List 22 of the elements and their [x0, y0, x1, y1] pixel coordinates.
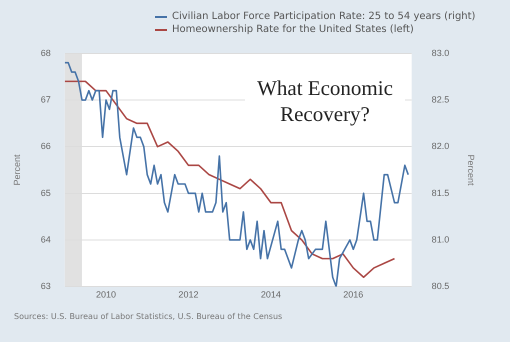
y-tick-label: 63: [40, 281, 51, 292]
y2-tick-label: 82.5: [432, 94, 450, 105]
legend-label: Civilian Labor Force Participation Rate: 25 to 54 years (right): [172, 10, 476, 23]
y-tick-label: 67: [40, 94, 51, 105]
y-tick-label: 68: [40, 48, 51, 58]
x-tick-label: 2012: [178, 289, 198, 300]
x-tick-label: 2010: [96, 289, 116, 300]
y-tick-label: 66: [40, 141, 51, 152]
y2-tick-label: 81.0: [432, 234, 450, 244]
y2-tick-label: 80.5: [432, 281, 450, 292]
x-tick-label: 2016: [343, 289, 364, 300]
y-tick-label: 64: [40, 234, 51, 244]
text: What Economic Recovery?: [245, 75, 405, 127]
x-tick-label: 2014: [260, 289, 281, 300]
y2-axis-title: Percent: [466, 154, 476, 186]
y2-tick-label: 83.0: [432, 48, 450, 58]
y2-tick-label: 82.0: [432, 141, 450, 152]
y2-tick-label: 81.5: [432, 188, 450, 198]
legend-label: Homeownership Rate for the United States (left): [172, 23, 414, 36]
y-axis-title: Percent: [12, 154, 22, 186]
source-note: Sources: U.S. Bureau of Labor Statistics, U.S. Bureau of the Census: [14, 312, 282, 321]
y-tick-label: 65: [40, 188, 51, 198]
